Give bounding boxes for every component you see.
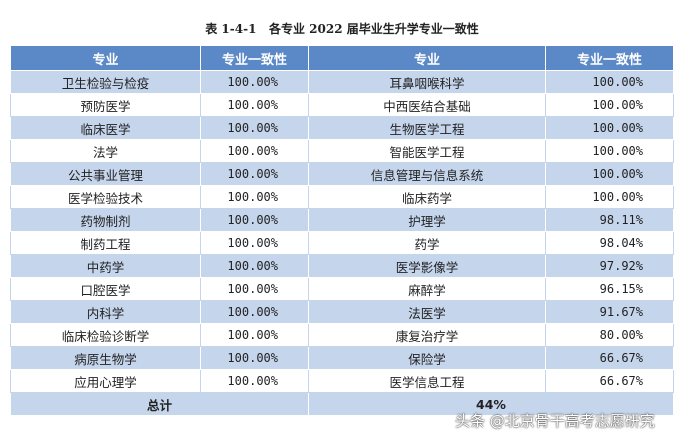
table-row: 药物制剂 100.00% 护理学 98.11% [10,208,674,232]
rate-cell: 100.00% [200,369,309,393]
table-row: 公共事业管理 100.00% 信息管理与信息系统 100.00% [10,162,674,186]
table-row: 中药学 100.00% 医学影像学 97.92% [10,254,674,278]
major-cell: 制药工程 [10,231,201,255]
table-row: 医学检验技术 100.00% 临床药学 100.00% [10,185,674,209]
table-row: 预防医学 100.00% 中西医结合基础 100.00% [10,93,674,117]
rate-cell: 80.00% [545,323,674,347]
rate-cell: 100.00% [200,70,309,94]
major-cell: 临床药学 [308,185,546,209]
major-cell: 医学检验技术 [10,185,201,209]
rate-cell: 100.00% [545,162,674,186]
rate-cell: 100.00% [200,300,309,324]
rate-cell: 100.00% [200,208,309,232]
header-cell: 专业一致性 [200,45,309,71]
table-row: 病原生物学 100.00% 保险学 66.67% [10,346,674,370]
total-label: 总计 [10,392,309,416]
rate-cell: 100.00% [200,162,309,186]
major-cell: 临床医学 [10,116,201,140]
table-row: 应用心理学 100.00% 医学信息工程 66.67% [10,369,674,393]
table-row: 卫生检验与检疫 100.00% 耳鼻咽喉科学 100.00% [10,70,674,94]
major-cell: 信息管理与信息系统 [308,162,546,186]
header-cell: 专业 [10,45,201,71]
rate-cell: 96.15% [545,277,674,301]
major-cell: 药学 [308,231,546,255]
major-cell: 卫生检验与检疫 [10,70,201,94]
table-body: 卫生检验与检疫 100.00% 耳鼻咽喉科学 100.00% 预防医学 100.00% 中西… [10,70,674,416]
header-cell: 专业 [308,45,546,71]
rate-cell: 98.04% [545,231,674,255]
table-row: 临床医学 100.00% 生物医学工程 100.00% [10,116,674,140]
major-cell: 康复治疗学 [308,323,546,347]
major-cell: 中西医结合基础 [308,93,546,117]
rate-cell: 100.00% [200,139,309,163]
major-cell: 病原生物学 [10,346,201,370]
major-cell: 医学信息工程 [308,369,546,393]
rate-cell: 100.00% [200,231,309,255]
watermark: 头条 @北京骨干高考志愿研究 [455,412,655,430]
table: 专业 专业一致性 专业 专业一致性 卫生检验与检疫 100.00% 耳鼻咽喉科学 100.0… [10,45,674,416]
table-row: 制药工程 100.00% 药学 98.04% [10,231,674,255]
major-cell: 生物医学工程 [308,116,546,140]
rate-cell: 66.67% [545,369,674,393]
major-cell: 麻醉学 [308,277,546,301]
major-cell: 护理学 [308,208,546,232]
rate-cell: 100.00% [200,346,309,370]
major-cell: 法学 [10,139,201,163]
major-cell: 预防医学 [10,93,201,117]
rate-cell: 100.00% [200,185,309,209]
rate-cell: 100.00% [200,116,309,140]
total-value: 44% [308,392,674,416]
major-cell: 法医学 [308,300,546,324]
header-row: 专业 专业一致性 专业 专业一致性 [10,45,674,71]
table-row: 内科学 100.00% 法医学 91.67% [10,300,674,324]
total-row: 总计 44% [10,392,674,416]
major-cell: 耳鼻咽喉科学 [308,70,546,94]
major-cell: 口腔医学 [10,277,201,301]
rate-cell: 100.00% [200,323,309,347]
major-cell: 医学影像学 [308,254,546,278]
rate-cell: 100.00% [200,254,309,278]
major-cell: 中药学 [10,254,201,278]
rate-cell: 100.00% [545,93,674,117]
table-title: 表 1-4-1 各专业 2022 届毕业生升学专业一致性 [205,22,479,36]
major-cell: 内科学 [10,300,201,324]
rate-cell: 100.00% [545,139,674,163]
major-cell: 临床检验诊断学 [10,323,201,347]
header-cell: 专业一致性 [545,45,674,71]
rate-cell: 66.67% [545,346,674,370]
table-row: 口腔医学 100.00% 麻醉学 96.15% [10,277,674,301]
major-cell: 公共事业管理 [10,162,201,186]
major-cell: 智能医学工程 [308,139,546,163]
rate-cell: 100.00% [545,116,674,140]
table-row: 法学 100.00% 智能医学工程 100.00% [10,139,674,163]
rate-cell: 91.67% [545,300,674,324]
rate-cell: 100.00% [545,70,674,94]
major-cell: 药物制剂 [10,208,201,232]
table-row: 临床检验诊断学 100.00% 康复治疗学 80.00% [10,323,674,347]
rate-cell: 97.92% [545,254,674,278]
rate-cell: 98.11% [545,208,674,232]
major-cell: 应用心理学 [10,369,201,393]
rate-cell: 100.00% [200,277,309,301]
rate-cell: 100.00% [200,93,309,117]
rate-cell: 100.00% [545,185,674,209]
major-cell: 保险学 [308,346,546,370]
